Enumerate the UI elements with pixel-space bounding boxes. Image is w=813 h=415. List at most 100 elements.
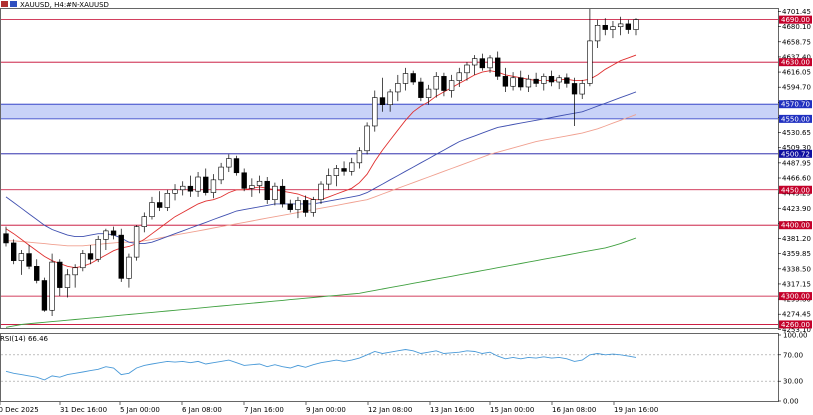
candle [318,181,324,204]
candle-body [310,199,316,213]
candle [302,195,309,217]
candle [502,67,509,92]
candle [149,196,155,220]
candle-body [80,253,86,269]
candle-body [464,64,470,74]
y-tick-label: 4658.75 [782,38,811,46]
candle-body [349,162,355,172]
candle-body [172,189,178,194]
level-label-box [779,185,812,194]
candle-body [87,253,94,260]
candle-body [287,203,293,210]
candle [118,228,124,282]
candle-body [602,25,608,30]
candle [564,73,570,88]
main-panel-frame [0,8,779,329]
candle [594,19,601,48]
candle-body [541,76,547,84]
candle [525,74,532,92]
candle [141,212,147,233]
candle [11,239,17,265]
candle-body [3,233,9,244]
candle [126,253,132,288]
candle-body [379,97,386,106]
candle-body [433,76,439,90]
rsi-panel-frame [0,333,779,402]
candle [456,67,462,87]
candle [471,55,478,75]
ma-slow-line [6,114,637,247]
candle-body [441,76,447,91]
candle [95,235,101,263]
candle-body [272,185,278,200]
x-tick-label: 31 Dec 16:00 [60,406,107,414]
y-tick-label: 4616.05 [782,69,811,77]
candle [479,53,486,71]
level-label: 4500.72 [781,150,810,158]
level-label: 4260.00 [781,321,810,329]
candle [41,277,48,312]
candle [610,21,616,39]
candle-body [610,26,616,30]
candle [133,225,140,261]
level-label-box [779,221,812,230]
candle-body [510,77,516,87]
candle [533,72,539,87]
y-tick-label: 4680.10 [782,23,811,31]
candle [18,250,25,275]
levels-layer [1,19,778,325]
candle-body [533,78,539,84]
level-label: 4550.00 [781,115,810,123]
y-tick-label: 4423.90 [782,205,811,213]
candle-body [241,172,247,189]
level-label: 4300.00 [781,293,810,301]
candle [410,70,416,85]
candle [287,199,293,213]
candle [49,253,55,316]
candle-body [333,168,340,176]
candle-body [49,261,55,311]
level-label-box [779,15,812,24]
candle [210,174,217,199]
candle-body [302,200,309,213]
candle-body [180,185,186,191]
candle [487,55,493,73]
level-label: 4630.00 [781,59,810,67]
ma-fast-line [5,54,637,269]
symbol-label: XAUUSD, H4: [20,1,66,9]
candle [195,172,201,197]
rsi-title: RSI(14) 66.46 [0,335,49,343]
candle [448,74,455,98]
candle-body [133,226,140,258]
candle-body [126,256,132,279]
y-tick-label: 4530.65 [782,129,811,137]
x-tick-label: 15 Jan 00:00 [490,406,534,414]
x-tick-label: 7 Jan 16:00 [244,406,284,414]
level-label: 4400.00 [781,222,810,230]
candle [80,250,86,272]
candle [187,175,194,197]
candle-body [210,179,217,193]
candle-body [387,91,393,106]
candle [256,175,263,194]
y-tick-label: 4509.30 [782,144,811,152]
candle-body [18,253,25,261]
candle [72,264,78,288]
rsi-tick-label: 100.00 [783,332,808,340]
x-tick-label: 13 Jan 16:00 [430,406,474,414]
level-label-box [779,114,812,123]
candle-body [295,200,301,210]
ma-long-line [5,237,637,328]
candle-body [256,180,263,186]
candle-body [218,166,224,181]
candle [379,77,386,112]
candle [364,122,370,155]
candle-body [571,83,578,95]
candle [372,90,378,132]
candle-body [487,57,493,69]
x-tick-label: 6 Jan 08:00 [182,406,222,414]
level-label-box [779,149,812,158]
y-tick-label: 4594.70 [782,84,811,92]
candles-layer [3,9,639,316]
